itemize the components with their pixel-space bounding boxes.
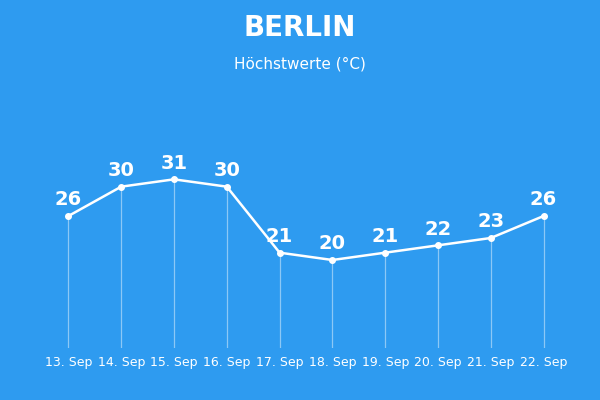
Text: 20: 20 xyxy=(319,234,346,254)
Text: 26: 26 xyxy=(55,190,82,210)
Point xyxy=(328,257,337,263)
Text: 21: 21 xyxy=(266,227,293,246)
Point xyxy=(169,176,179,182)
Text: 31: 31 xyxy=(160,154,188,173)
Text: 30: 30 xyxy=(108,161,134,180)
Text: Höchstwerte (°C): Höchstwerte (°C) xyxy=(234,56,366,72)
Point xyxy=(433,242,443,248)
Text: 22: 22 xyxy=(424,220,452,239)
Point xyxy=(275,250,284,256)
Text: 26: 26 xyxy=(530,190,557,210)
Text: BERLIN: BERLIN xyxy=(244,14,356,42)
Text: 23: 23 xyxy=(477,212,505,231)
Point xyxy=(380,250,390,256)
Text: 30: 30 xyxy=(214,161,240,180)
Point xyxy=(116,184,126,190)
Point xyxy=(64,213,73,219)
Point xyxy=(539,213,548,219)
Text: 21: 21 xyxy=(371,227,399,246)
Point xyxy=(486,235,496,241)
Point xyxy=(222,184,232,190)
